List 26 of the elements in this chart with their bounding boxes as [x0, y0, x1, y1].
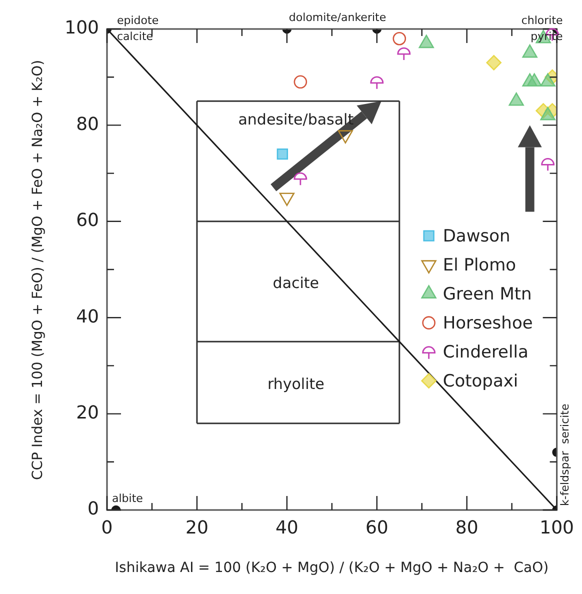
annotation: dacite — [272, 274, 320, 292]
annotation: dolomite/ankerite — [288, 10, 386, 24]
x-axis-title: Ishikawa AI = 100 (K₂O + MgO) / (K₂O + MgO + Na₂O + CaO) — [114, 560, 549, 576]
y-tick-label: 0 — [88, 498, 99, 520]
annotation: albite — [112, 492, 144, 505]
legend-label: Green Mtn — [442, 284, 532, 304]
annotation: rhyolite — [267, 374, 324, 393]
legend-label: Cotopaxi — [442, 371, 518, 392]
x-tick-label: 100 — [540, 517, 574, 538]
y-tick-label: 40 — [76, 306, 99, 328]
y-axis-title: CCP Index = 100 (MgO + FeO) / (MgO + FeO + Na₂O + K₂O) — [30, 59, 46, 480]
legend-label: Dawson — [442, 226, 510, 246]
legend-label: Horseshoe — [442, 313, 533, 334]
x-tick-label: 0 — [101, 517, 113, 538]
legend-label: El Plomo — [442, 255, 516, 276]
x-tick-label: 80 — [455, 517, 478, 538]
annotation: epidote calcite — [117, 14, 159, 43]
x-tick-label: 20 — [186, 517, 208, 538]
annotation: k-feldspar sericite — [558, 404, 572, 506]
y-tick-label: 60 — [76, 210, 99, 232]
legend-label: Cinderella — [442, 342, 528, 362]
y-tick-label: 100 — [64, 18, 99, 39]
y-tick-label: 20 — [76, 402, 99, 424]
x-tick-label: 40 — [275, 517, 298, 538]
y-tick-label: 80 — [76, 114, 99, 135]
x-tick-label: 60 — [365, 517, 388, 538]
